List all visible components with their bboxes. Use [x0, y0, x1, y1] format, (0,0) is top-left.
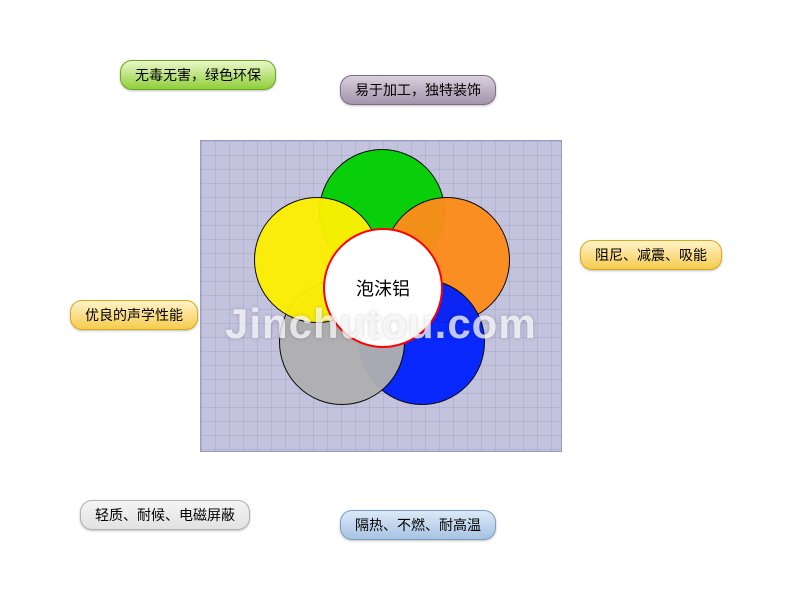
- label-text: 阻尼、减震、吸能: [595, 247, 707, 263]
- label-bottom-left: 轻质、耐候、电磁屏蔽: [80, 500, 250, 530]
- center-label: 泡沫铝: [356, 275, 410, 301]
- label-top-left: 无毒无害，绿色环保: [120, 60, 276, 90]
- label-text: 隔热、不燃、耐高温: [355, 517, 481, 533]
- label-text: 轻质、耐候、电磁屏蔽: [95, 507, 235, 523]
- label-left: 优良的声学性能: [70, 300, 198, 330]
- label-top-right: 易于加工，独特装饰: [340, 75, 496, 105]
- center-circle: 泡沫铝: [323, 228, 443, 348]
- label-text: 无毒无害，绿色环保: [135, 67, 261, 83]
- diagram-box: 泡沫铝: [200, 140, 562, 452]
- label-text: 优良的声学性能: [85, 307, 183, 323]
- label-right: 阻尼、减震、吸能: [580, 240, 722, 270]
- label-bottom-right: 隔热、不燃、耐高温: [340, 510, 496, 540]
- label-text: 易于加工，独特装饰: [355, 82, 481, 98]
